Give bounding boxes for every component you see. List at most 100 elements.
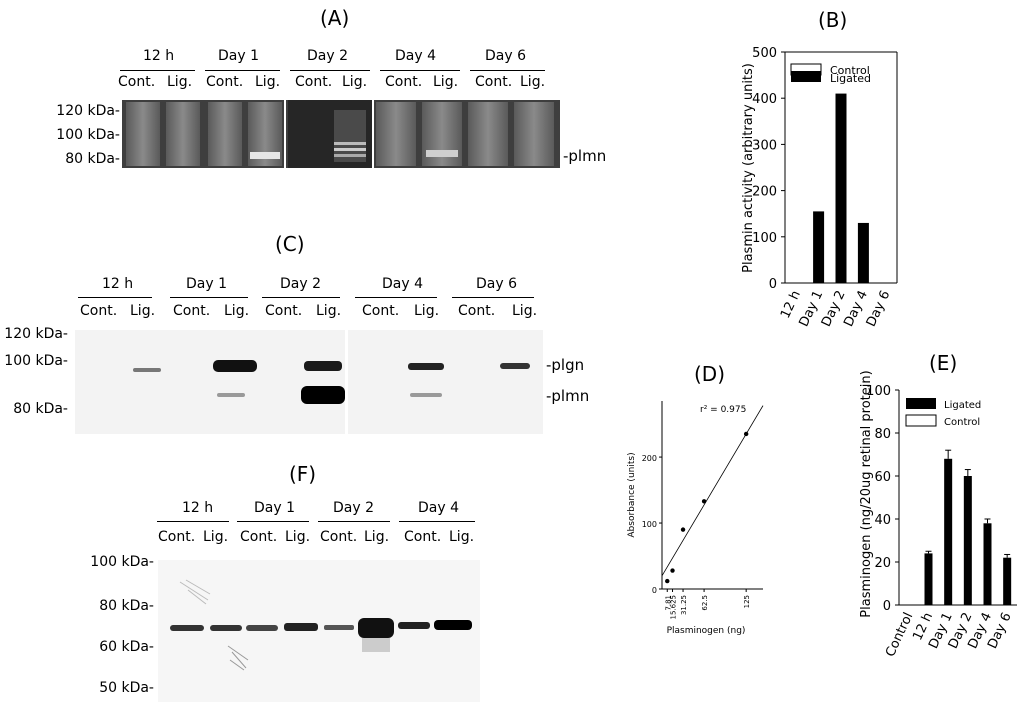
lane-label: Cont.	[118, 74, 156, 90]
lane-label: Cont.	[385, 74, 423, 90]
x-tick-label: 7.81	[664, 595, 672, 611]
lane-label: Cont.	[206, 74, 244, 90]
y-axis-label: Absorbance (units)	[627, 452, 637, 537]
lane-group-label: Day 2	[333, 500, 375, 516]
y-tick-label: 60	[874, 470, 891, 485]
lane-group-label: 12 h	[182, 500, 214, 516]
lane-label: Lig.	[520, 74, 546, 90]
lane-label: Lig.	[449, 529, 475, 545]
panel-a-gel-image	[122, 100, 560, 168]
lane-group-label: Day 2	[307, 48, 349, 64]
panel-f-label: (F)	[289, 462, 317, 486]
lane-group-label: Day 1	[254, 500, 296, 516]
lane-label: Cont.	[240, 529, 278, 545]
mw-marker: 100 kDa-	[56, 127, 120, 143]
lane-group-label: Day 6	[476, 276, 518, 292]
lane-label: Lig.	[203, 529, 229, 545]
r-squared-annotation: r² = 0.975	[700, 405, 746, 415]
lane-label: Lig.	[364, 529, 390, 545]
lane-label: Lig.	[130, 303, 156, 319]
y-tick-label: 200	[642, 454, 657, 463]
y-tick-label: 40	[874, 513, 891, 528]
y-tick-label: 400	[752, 92, 777, 107]
lane-label: Lig.	[414, 303, 440, 319]
mw-marker: 80 kDa-	[13, 401, 68, 417]
lane-group-label: Day 1	[218, 48, 260, 64]
bar-ligated	[944, 458, 953, 605]
lane-label: Cont.	[265, 303, 303, 319]
bar-ligated	[924, 553, 933, 605]
band-label-plmn: -plmn	[546, 387, 590, 405]
legend-label: Ligated	[944, 400, 981, 411]
legend-swatch-ligated	[791, 71, 821, 82]
panel-c-label: (C)	[275, 232, 305, 256]
band-label-plmn: -plmn	[563, 147, 607, 165]
lane-label: Lig.	[342, 74, 368, 90]
lane-group-label: Day 2	[280, 276, 322, 292]
y-axis-label: Plasmin activity (arbitrary units)	[741, 63, 756, 273]
x-tick-label: 31.25	[680, 595, 688, 615]
mw-marker: 120 kDa-	[56, 103, 120, 119]
lane-group-label: Day 6	[485, 48, 527, 64]
mw-marker: 100 kDa-	[4, 353, 68, 369]
lane-label: Lig.	[167, 74, 193, 90]
y-tick-label: 20	[874, 556, 891, 571]
mw-marker: 80 kDa-	[65, 151, 120, 167]
lane-group-label: Day 4	[418, 500, 460, 516]
bar-ligated	[857, 222, 869, 283]
lane-label: Cont.	[404, 529, 442, 545]
band-label-plgn: -plgn	[546, 356, 585, 374]
lane-label: Cont.	[295, 74, 333, 90]
legend-label: Control	[830, 64, 870, 77]
bar-ligated	[835, 93, 847, 283]
lane-label: Cont.	[475, 74, 513, 90]
mw-marker: 80 kDa-	[99, 598, 154, 614]
bar-ligated	[813, 211, 825, 283]
legend-swatch-control	[905, 414, 937, 427]
lane-label: Lig.	[433, 74, 459, 90]
lane-group-label: Day 4	[382, 276, 424, 292]
x-tick-label: 62.5	[701, 595, 709, 611]
lane-group-label: Day 4	[395, 48, 437, 64]
y-tick-label: 300	[752, 138, 777, 153]
y-tick-label: 0	[769, 277, 777, 292]
panel-c-blot-image	[75, 330, 543, 434]
lane-label: Cont.	[362, 303, 400, 319]
lane-group-label: 12 h	[102, 276, 134, 292]
mw-marker: 120 kDa-	[4, 326, 68, 342]
y-tick-label: 80	[874, 427, 891, 442]
data-point	[670, 568, 675, 573]
bar-ligated	[983, 523, 992, 605]
lane-label: Cont.	[458, 303, 496, 319]
y-tick-label: 100	[866, 384, 891, 399]
lane-group-label: Day 1	[186, 276, 228, 292]
data-point	[665, 578, 670, 584]
bar-ligated	[963, 476, 972, 605]
data-point	[680, 527, 686, 532]
y-tick-label: 0	[652, 586, 657, 595]
y-tick-label: 500	[752, 46, 777, 61]
x-tick-label: 125	[743, 595, 751, 608]
panel-b-label: (B)	[818, 8, 848, 32]
lane-label: Lig.	[224, 303, 250, 319]
mw-marker: 50 kDa-	[99, 680, 154, 696]
lane-label: Cont.	[173, 303, 211, 319]
panel-e-label: (E)	[929, 351, 958, 375]
legend-label: Ligated	[830, 72, 871, 85]
x-axis-label: Plasminogen (ng)	[667, 626, 746, 636]
x-tick-label: 15.625	[670, 595, 678, 620]
panel-f-blot-image	[158, 560, 480, 702]
y-tick-label: 0	[883, 599, 891, 614]
lane-label: Lig.	[285, 529, 311, 545]
mw-marker: 60 kDa-	[99, 639, 154, 655]
panel-d-label: (D)	[694, 362, 726, 386]
fit-line	[661, 405, 764, 577]
lane-label: Cont.	[320, 529, 358, 545]
panel-a-label: (A)	[320, 6, 350, 30]
bar-ligated	[1003, 557, 1012, 605]
lane-label: Cont.	[80, 303, 118, 319]
legend-label: Control	[944, 417, 980, 428]
